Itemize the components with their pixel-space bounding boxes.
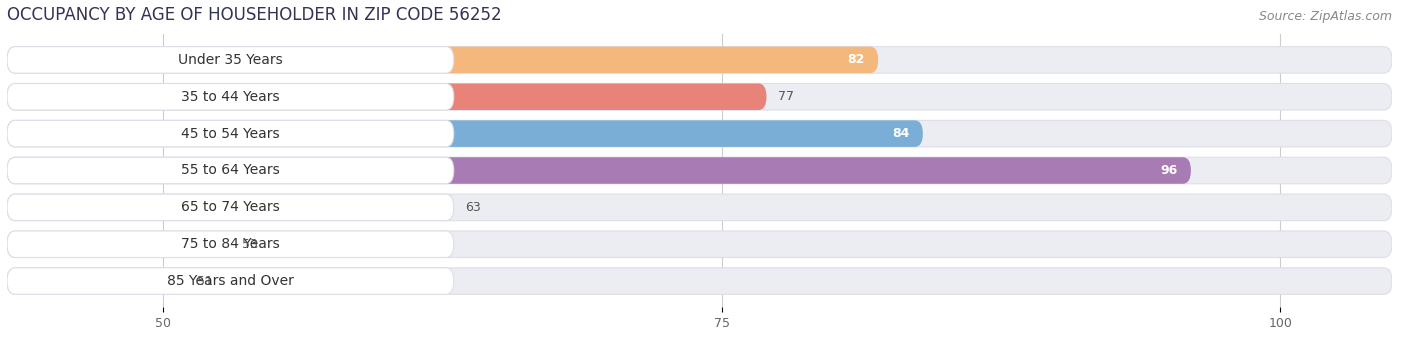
Text: 55 to 64 Years: 55 to 64 Years (181, 163, 280, 178)
FancyBboxPatch shape (7, 157, 1392, 184)
FancyBboxPatch shape (7, 47, 1392, 73)
FancyBboxPatch shape (7, 194, 454, 221)
FancyBboxPatch shape (7, 120, 454, 147)
FancyBboxPatch shape (7, 84, 766, 110)
Text: 75 to 84 Years: 75 to 84 Years (181, 237, 280, 251)
Text: 82: 82 (848, 54, 865, 66)
Text: 84: 84 (891, 127, 910, 140)
FancyBboxPatch shape (7, 231, 454, 257)
FancyBboxPatch shape (7, 120, 1392, 147)
FancyBboxPatch shape (7, 47, 454, 73)
FancyBboxPatch shape (7, 194, 1392, 221)
FancyBboxPatch shape (7, 157, 1191, 184)
FancyBboxPatch shape (7, 84, 454, 110)
Text: 35 to 44 Years: 35 to 44 Years (181, 90, 280, 104)
FancyBboxPatch shape (7, 268, 454, 294)
FancyBboxPatch shape (7, 231, 231, 257)
Text: 77: 77 (778, 90, 793, 103)
Text: 53: 53 (242, 238, 257, 251)
Text: 96: 96 (1160, 164, 1177, 177)
Text: 85 Years and Over: 85 Years and Over (167, 274, 294, 288)
Text: 65 to 74 Years: 65 to 74 Years (181, 201, 280, 214)
Text: 51: 51 (197, 275, 212, 287)
Text: OCCUPANCY BY AGE OF HOUSEHOLDER IN ZIP CODE 56252: OCCUPANCY BY AGE OF HOUSEHOLDER IN ZIP C… (7, 6, 502, 24)
FancyBboxPatch shape (7, 231, 1392, 257)
FancyBboxPatch shape (7, 120, 922, 147)
Text: 45 to 54 Years: 45 to 54 Years (181, 127, 280, 140)
FancyBboxPatch shape (7, 157, 454, 184)
FancyBboxPatch shape (7, 84, 1392, 110)
Text: Source: ZipAtlas.com: Source: ZipAtlas.com (1258, 10, 1392, 23)
FancyBboxPatch shape (7, 194, 454, 221)
FancyBboxPatch shape (7, 47, 879, 73)
FancyBboxPatch shape (7, 268, 186, 294)
FancyBboxPatch shape (7, 268, 1392, 294)
Text: Under 35 Years: Under 35 Years (179, 53, 283, 67)
Text: 63: 63 (465, 201, 481, 214)
